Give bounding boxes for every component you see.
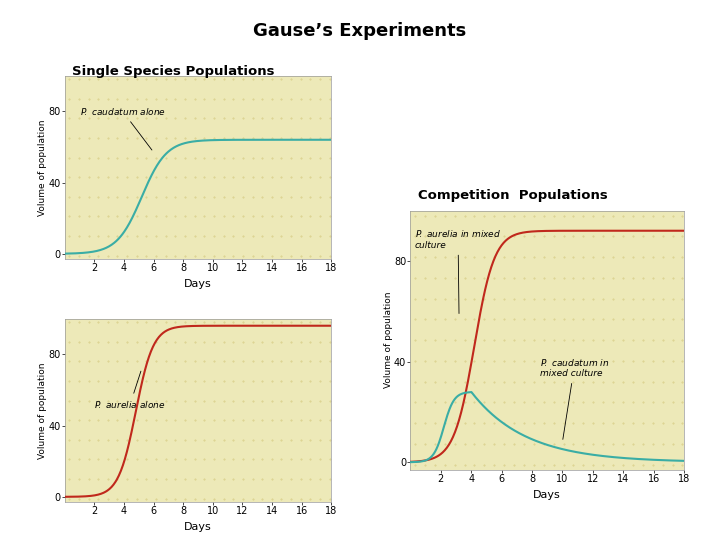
Text: $P\!.$ $aurelia$ in mixed
culture: $P\!.$ $aurelia$ in mixed culture (415, 228, 501, 314)
Text: Single Species Populations: Single Species Populations (72, 65, 274, 78)
X-axis label: Days: Days (184, 522, 212, 532)
X-axis label: Days: Days (184, 279, 212, 289)
Text: $P\!.$ $caudatum$ in
mixed culture: $P\!.$ $caudatum$ in mixed culture (539, 356, 609, 440)
Y-axis label: Volume of population: Volume of population (38, 119, 47, 215)
Text: Competition  Populations: Competition Populations (418, 189, 608, 202)
Text: $P\!.$ $caudatum$ alone: $P\!.$ $caudatum$ alone (80, 106, 166, 150)
Text: $P\!.$ $aurelia$ alone: $P\!.$ $aurelia$ alone (94, 371, 166, 410)
Y-axis label: Volume of population: Volume of population (38, 362, 47, 458)
Y-axis label: Volume of population: Volume of population (384, 292, 392, 388)
X-axis label: Days: Days (534, 490, 561, 500)
Text: Gause’s Experiments: Gause’s Experiments (253, 22, 467, 39)
